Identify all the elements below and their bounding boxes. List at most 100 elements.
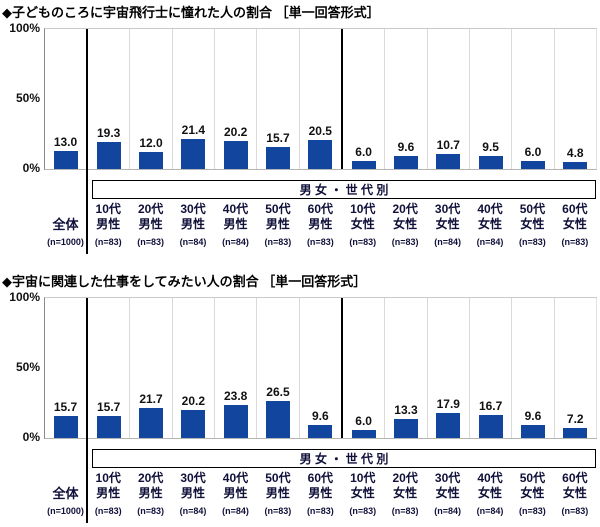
plot-column-f20: 13.3 bbox=[385, 298, 428, 438]
plot-column-m10: 15.7 bbox=[88, 298, 131, 438]
category-label-m20: 20代 男性 bbox=[137, 471, 164, 500]
bar-f50 bbox=[520, 160, 545, 169]
y-tick-50: 50% bbox=[15, 360, 40, 374]
category-label-f40: 40代 女性 bbox=[477, 202, 503, 231]
chart-space-job-interest: ◆宇宙に関連した仕事をしてみたい人の割合 ［単一回答形式］ 100% 50% 0… bbox=[0, 269, 600, 525]
bar-value-label: 15.7 bbox=[96, 400, 121, 415]
category-label-m40: 40代 男性 bbox=[222, 202, 249, 231]
sample-size-f50: (n=83) bbox=[519, 506, 546, 516]
bar-m30 bbox=[181, 139, 206, 169]
sample-size-m50: (n=83) bbox=[264, 237, 292, 247]
category-label-f50: 50代 女性 bbox=[519, 471, 546, 500]
category-label-m30: 30代 男性 bbox=[180, 202, 206, 231]
bar-value-label: 6.0 bbox=[355, 144, 372, 159]
plot-column-f40: 9.5 bbox=[470, 29, 513, 169]
category-label-m60: 60代 男性 bbox=[307, 471, 333, 500]
sample-size-total: (n=1000) bbox=[47, 237, 84, 247]
category-label-f10: 10代 女性 bbox=[350, 202, 376, 231]
sample-size-m20: (n=83) bbox=[137, 506, 165, 516]
plot-column-f10: 6.0 bbox=[343, 29, 386, 169]
sample-size-f30: (n=84) bbox=[434, 506, 461, 516]
plot-column-f60: 4.8 bbox=[555, 29, 597, 169]
plot-column-m30: 20.2 bbox=[173, 298, 215, 438]
sample-size-total: (n=1000) bbox=[47, 506, 84, 516]
bar-f20 bbox=[393, 155, 418, 169]
category-label-m20: 20代 男性 bbox=[137, 202, 164, 231]
category-label-f60: 60代 女性 bbox=[562, 202, 588, 231]
category-label-f30: 30代 女性 bbox=[434, 202, 461, 231]
bar-m40 bbox=[223, 404, 248, 438]
plot-column-f50: 6.0 bbox=[512, 29, 555, 169]
bar-f60 bbox=[563, 162, 588, 169]
sample-size-m20: (n=83) bbox=[137, 237, 165, 247]
bar-value-label: 15.7 bbox=[53, 400, 78, 415]
total-separator-line bbox=[86, 437, 88, 523]
plot-column-m40: 23.8 bbox=[215, 298, 258, 438]
plot-column-m40: 20.2 bbox=[215, 29, 258, 169]
chart-title: ◆子どものころに宇宙飛行士に憧れた人の割合 ［単一回答形式］ bbox=[2, 5, 380, 20]
sample-size-row: (n=1000) (n=83) (n=83) (n=84) (n=84) (n=… bbox=[44, 506, 596, 516]
bar-value-label: 26.5 bbox=[266, 384, 290, 399]
plot-column-f10: 6.0 bbox=[343, 298, 386, 438]
y-tick-0: 0% bbox=[22, 161, 40, 175]
bar-value-label: 21.4 bbox=[181, 123, 205, 138]
total-separator-line bbox=[86, 168, 88, 254]
category-label-m10: 10代 男性 bbox=[95, 202, 121, 231]
plot-column-f30: 17.9 bbox=[428, 298, 470, 438]
sample-size-f60: (n=83) bbox=[561, 237, 589, 247]
plot-column-m50: 26.5 bbox=[257, 298, 300, 438]
bar-value-label: 9.6 bbox=[524, 408, 542, 423]
plot-column-f30: 10.7 bbox=[428, 29, 470, 169]
bar-m40 bbox=[223, 140, 248, 169]
sample-size-m10: (n=83) bbox=[94, 506, 122, 516]
chart-astronaut-admiration: ◆子どものころに宇宙飛行士に憧れた人の割合 ［単一回答形式］ 100% 50% … bbox=[0, 0, 600, 256]
category-label-m30: 30代 男性 bbox=[180, 471, 206, 500]
bar-value-label: 21.7 bbox=[139, 391, 163, 406]
sample-size-m50: (n=83) bbox=[264, 506, 292, 516]
category-label-m60: 60代 男性 bbox=[307, 202, 333, 231]
category-label-f30: 30代 女性 bbox=[434, 471, 461, 500]
bar-m10 bbox=[96, 141, 121, 169]
plot-column-m60: 20.5 bbox=[300, 29, 343, 169]
bar-value-label: 6.0 bbox=[355, 413, 372, 428]
bar-m50 bbox=[265, 147, 290, 169]
sample-size-m60: (n=83) bbox=[306, 237, 334, 247]
category-label-f60: 60代 女性 bbox=[562, 471, 588, 500]
category-label-total: 全体 bbox=[52, 486, 79, 501]
bar-value-label: 10.7 bbox=[436, 138, 460, 153]
bar-m60 bbox=[308, 140, 333, 169]
plot-column-f20: 9.6 bbox=[385, 29, 428, 169]
sample-size-m10: (n=83) bbox=[94, 237, 122, 247]
plot-column-m30: 21.4 bbox=[173, 29, 215, 169]
bar-value-label: 20.2 bbox=[181, 393, 205, 408]
category-label-m50: 50代 男性 bbox=[265, 471, 291, 500]
bar-value-label: 15.7 bbox=[266, 131, 290, 146]
bar-f50 bbox=[520, 424, 545, 438]
bar-f20 bbox=[393, 419, 418, 438]
category-label-f20: 20代 女性 bbox=[392, 202, 418, 231]
bar-value-label: 20.5 bbox=[308, 124, 332, 139]
plot-column-m20: 21.7 bbox=[130, 298, 173, 438]
y-tick-0: 0% bbox=[22, 430, 40, 444]
sample-size-f10: (n=83) bbox=[349, 237, 377, 247]
bar-value-label: 13.3 bbox=[394, 403, 418, 418]
y-tick-100: 100% bbox=[9, 290, 40, 304]
plot-column-f60: 7.2 bbox=[555, 298, 597, 438]
bar-value-label: 23.8 bbox=[223, 388, 248, 403]
category-label-f20: 20代 女性 bbox=[392, 471, 418, 500]
group-band: 男 女 ・ 世 代 別 bbox=[92, 180, 596, 199]
bar-f10 bbox=[351, 429, 376, 438]
sample-size-f30: (n=84) bbox=[434, 237, 461, 247]
bar-f40 bbox=[478, 155, 503, 169]
plot-column-total: 15.7 bbox=[45, 298, 88, 438]
sample-size-f50: (n=83) bbox=[519, 237, 546, 247]
sample-size-f40: (n=84) bbox=[476, 506, 504, 516]
bar-m30 bbox=[181, 409, 206, 438]
category-label-m10: 10代 男性 bbox=[95, 471, 121, 500]
bar-m20 bbox=[138, 152, 163, 169]
category-label-row: 全体 10代 男性 20代 男性 30代 男性 40代 男性 50代 男性 60代 男性 1… bbox=[44, 202, 596, 232]
category-label-row: 全体 10代 男性 20代 男性 30代 男性 40代 男性 50代 男性 60代 男性 1… bbox=[44, 471, 596, 501]
plot-area: 15.7 15.7 21.7 20.2 23.8 26.5 9.6 6.0 bbox=[44, 297, 597, 439]
bar-value-label: 9.5 bbox=[482, 139, 499, 154]
bar-f30 bbox=[436, 412, 461, 438]
